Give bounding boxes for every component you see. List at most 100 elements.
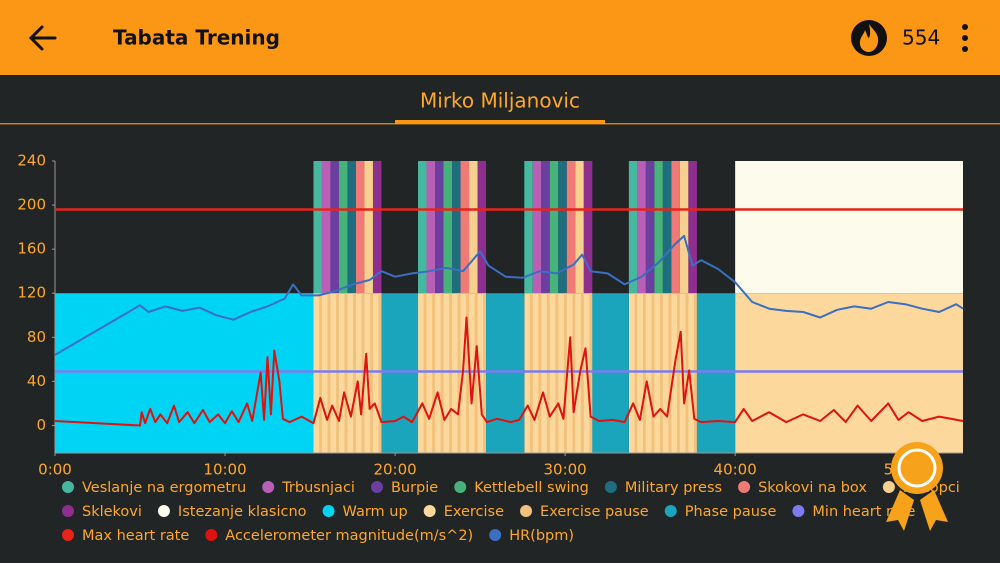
phase-region xyxy=(55,293,314,453)
ribbon xyxy=(920,490,948,531)
phase-region xyxy=(355,161,365,294)
phase-region xyxy=(319,293,322,453)
phase-region xyxy=(452,161,461,294)
legend-item: Military press xyxy=(604,480,722,496)
phase-region xyxy=(378,293,382,453)
y-tick-label: 40 xyxy=(27,372,46,390)
legend-label: Sklekovi xyxy=(82,504,142,520)
legend-item: Istezanje klasicno xyxy=(157,504,307,520)
legend-label: HR(bpm) xyxy=(509,528,574,544)
series-line xyxy=(54,316,964,427)
legend-swatch xyxy=(882,481,895,493)
legend-swatch xyxy=(62,529,74,541)
phase-region xyxy=(321,161,331,294)
phase-region xyxy=(688,161,697,294)
legend-swatch xyxy=(792,505,805,517)
y-tick-label: 120 xyxy=(17,284,46,302)
legend-swatch xyxy=(370,481,383,493)
phase-region xyxy=(696,293,736,453)
legend-label: Trbusnjaci xyxy=(281,480,355,496)
tab-label[interactable]: Mirko Miljanovic xyxy=(420,89,580,113)
phase-region xyxy=(330,161,339,294)
award-badge[interactable] xyxy=(886,442,948,531)
flame xyxy=(859,24,879,52)
phase-region xyxy=(532,161,542,294)
x-tick-label: 30:00 xyxy=(543,461,586,479)
tab-indicator xyxy=(395,120,605,124)
phase-region xyxy=(634,293,638,453)
phase-region xyxy=(549,161,559,294)
phase-region xyxy=(580,293,584,453)
phase-region xyxy=(370,293,373,453)
phase-region xyxy=(575,161,584,294)
phase-region xyxy=(466,293,470,453)
phase-region xyxy=(735,293,963,453)
legend-label: Exercise xyxy=(444,504,504,520)
phase-region xyxy=(460,161,470,294)
legend-label: Skokovi na box xyxy=(758,480,867,496)
medal-ring xyxy=(897,448,937,488)
phase-region xyxy=(555,293,559,453)
phase-region xyxy=(477,161,487,294)
phase-region xyxy=(558,161,567,294)
phase-region xyxy=(449,293,453,453)
legend-swatch xyxy=(604,481,617,493)
legend-label: Exercise pause xyxy=(540,504,649,520)
phase-region xyxy=(637,161,646,294)
score-icon xyxy=(851,20,887,56)
y-tick-label: 80 xyxy=(27,328,46,346)
y-tick-label: 0 xyxy=(36,416,46,434)
back-button[interactable] xyxy=(28,25,57,51)
phase-region xyxy=(538,293,542,453)
legend-item: Accelerometer magnitude(m/s^2) xyxy=(205,528,473,544)
phase-region xyxy=(443,161,453,294)
phase-region xyxy=(474,293,478,453)
phase-region xyxy=(344,293,348,453)
legend-item: Veslanje na ergometru xyxy=(62,480,246,496)
menu-dot xyxy=(962,24,968,30)
phase-region xyxy=(592,293,629,453)
plot: 0 40 80 120 160 200 240 0:00 10:00 20:00 30:00 40:0… xyxy=(17,152,964,479)
phase-region xyxy=(529,293,533,453)
phase-region xyxy=(381,293,419,453)
phase-region xyxy=(583,161,593,294)
x-tick-label: 10:00 xyxy=(203,461,246,479)
legend-swatch xyxy=(423,505,436,517)
legend-swatch xyxy=(520,505,533,517)
phase-region xyxy=(372,161,382,294)
phase-region xyxy=(589,293,593,453)
legend-item: Kettlebell swing xyxy=(454,480,589,496)
menu-dot xyxy=(962,35,968,41)
phase-region xyxy=(546,293,550,453)
legend-label: Warm up xyxy=(343,504,408,520)
legend-item: Exercise xyxy=(423,504,504,520)
legend-label: Military press xyxy=(625,480,722,496)
legend-swatch xyxy=(454,481,467,493)
phase-region xyxy=(524,161,533,294)
legend-label: Accelerometer magnitude(m/s^2) xyxy=(225,528,473,544)
legend-item: Skokovi na box xyxy=(738,480,867,496)
phase-region xyxy=(694,293,697,453)
app-bar xyxy=(0,0,1000,75)
legend-label: Veslanje na ergometru xyxy=(82,480,246,496)
phase-region xyxy=(469,161,478,294)
legend-item: Burpie xyxy=(370,480,438,496)
phase-region xyxy=(685,293,689,453)
phase-region xyxy=(336,293,339,453)
phase-region xyxy=(313,161,322,294)
score: 554 xyxy=(902,26,940,50)
phase-region xyxy=(654,161,663,294)
legend-swatch xyxy=(205,529,218,541)
phase-region xyxy=(642,293,646,453)
phase-region xyxy=(651,293,655,453)
legend-swatch xyxy=(322,505,335,517)
legend-swatch xyxy=(738,481,751,493)
x-tick-label: 40:00 xyxy=(714,461,757,479)
ribbon xyxy=(886,490,914,531)
x-tick-label: 0:00 xyxy=(38,461,72,479)
menu-button[interactable] xyxy=(962,24,968,52)
y-tick-label: 200 xyxy=(17,196,46,214)
legend-swatch xyxy=(62,505,74,517)
phase-region xyxy=(486,293,525,453)
y-tick-label: 240 xyxy=(17,152,46,170)
